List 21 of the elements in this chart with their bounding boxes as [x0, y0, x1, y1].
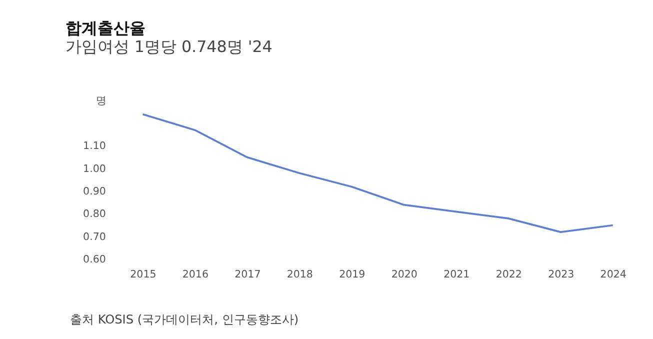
x-tick-label: 2018: [286, 268, 313, 280]
chart-subtitle: 가임여성 1명당 0.748명 '24: [65, 37, 272, 56]
chart-title: 합계출산율: [65, 18, 146, 38]
y-tick-label: 1.00: [83, 162, 106, 175]
y-tick-label: 1.10: [83, 140, 106, 152]
x-tick-label: 2023: [548, 268, 574, 280]
x-tick-label: 2015: [130, 268, 156, 280]
x-tick-label: 2022: [496, 268, 522, 280]
y-tick-label: 0.80: [83, 208, 106, 220]
y-tick-label: 명: [96, 94, 106, 107]
source-note: 출처 KOSIS (국가데이터처, 인구동향조사): [70, 312, 299, 327]
x-tick-label: 2017: [234, 268, 261, 280]
x-tick-label: 2020: [391, 268, 418, 280]
x-tick-label: 2021: [444, 268, 470, 280]
y-tick-label: 0.90: [83, 186, 106, 198]
x-tick-label: 2024: [600, 268, 626, 280]
line-series: [142, 113, 614, 233]
y-tick-label: 0.70: [83, 230, 106, 243]
y-tick-label: 0.60: [83, 254, 106, 266]
x-tick-label: 2016: [182, 268, 208, 280]
x-tick-label: 2019: [339, 268, 366, 280]
